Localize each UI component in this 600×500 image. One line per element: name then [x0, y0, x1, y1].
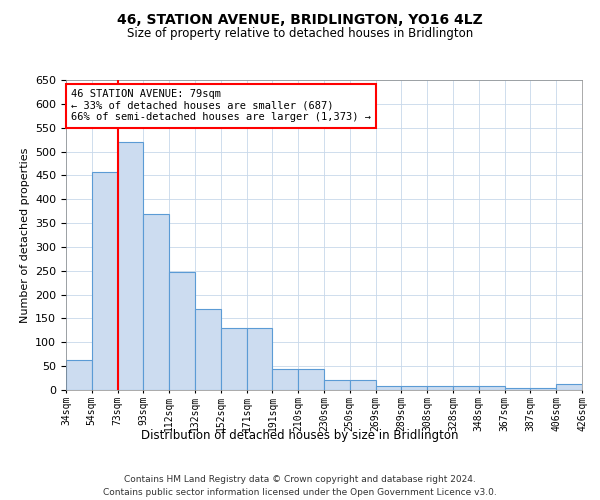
Bar [118, 142, 143, 390]
Bar [247, 328, 272, 390]
Bar [530, 388, 556, 390]
Bar [169, 272, 195, 390]
Text: Contains HM Land Registry data © Crown copyright and database right 2024.: Contains HM Land Registry data © Crown c… [124, 476, 476, 484]
Bar [272, 368, 298, 390]
Bar [350, 380, 376, 390]
Y-axis label: Number of detached properties: Number of detached properties [20, 148, 29, 322]
Bar [401, 386, 427, 390]
Bar [324, 380, 350, 390]
Bar [66, 360, 92, 390]
Bar [453, 386, 479, 390]
Text: 46 STATION AVENUE: 79sqm
← 33% of detached houses are smaller (687)
66% of semi-: 46 STATION AVENUE: 79sqm ← 33% of detach… [71, 90, 371, 122]
Bar [505, 388, 530, 390]
Bar [92, 172, 118, 390]
Bar [427, 386, 453, 390]
Bar [195, 309, 221, 390]
Bar [556, 384, 582, 390]
Bar [298, 368, 324, 390]
Bar [376, 386, 401, 390]
Text: Size of property relative to detached houses in Bridlington: Size of property relative to detached ho… [127, 28, 473, 40]
Text: Distribution of detached houses by size in Bridlington: Distribution of detached houses by size … [141, 428, 459, 442]
Bar [479, 386, 505, 390]
Text: Contains public sector information licensed under the Open Government Licence v3: Contains public sector information licen… [103, 488, 497, 497]
Text: 46, STATION AVENUE, BRIDLINGTON, YO16 4LZ: 46, STATION AVENUE, BRIDLINGTON, YO16 4L… [117, 12, 483, 26]
Bar [221, 328, 247, 390]
Bar [143, 214, 169, 390]
